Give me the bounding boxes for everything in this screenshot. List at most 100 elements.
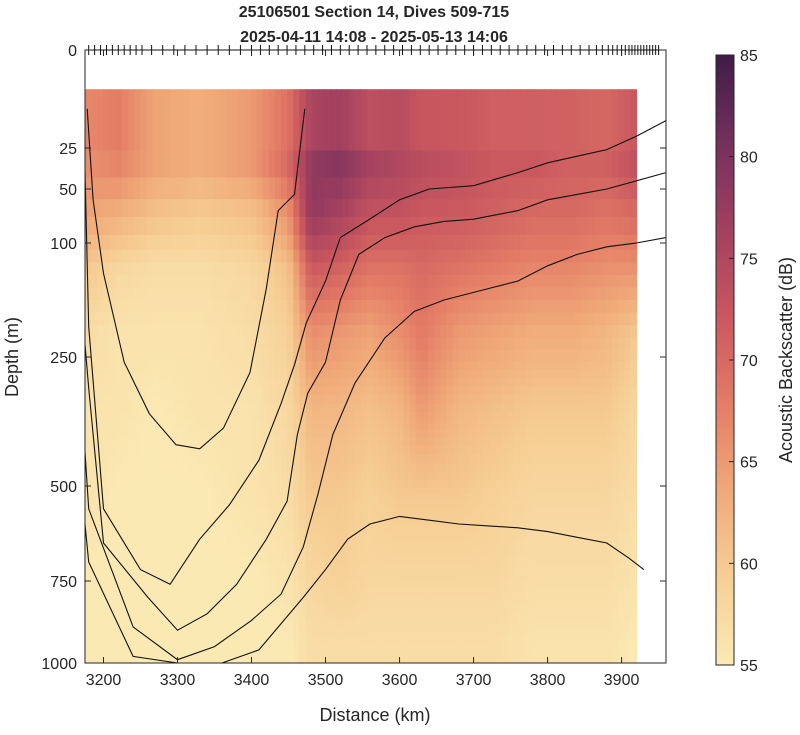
heatmap-cell [176,598,184,605]
heatmap-cell [477,512,484,520]
heatmap-cell [268,325,276,339]
heatmap-cell [281,480,288,489]
heatmap-cell [507,350,515,362]
heatmap-cell [513,471,521,481]
heatmap-cell [207,437,215,447]
heatmap-cell [599,454,607,464]
heatmap-cell [348,525,356,533]
heatmap-cell [146,411,153,422]
heatmap-cell [146,446,153,456]
heatmap-cell [379,411,386,422]
heatmap-cell [268,177,276,200]
heatmap-cell [170,494,178,502]
heatmap-cell [348,603,356,610]
heatmap-cell [544,519,552,527]
heatmap-cell [342,480,350,489]
heatmap-cell [581,608,588,615]
heatmap-cell [458,428,466,439]
heatmap-cell [385,471,392,481]
heatmap-cell [250,630,258,637]
heatmap-cell [281,635,288,642]
heatmap-cell [305,199,313,218]
heatmap-cell [397,608,405,615]
heatmap-cell [207,300,215,314]
heatmap-cell [458,603,466,610]
heatmap-cell [464,234,472,251]
heatmap-cell [501,454,509,464]
heatmap-cell [268,556,276,564]
heatmap-cell [569,234,576,251]
heatmap-cell [268,217,276,236]
heatmap-cell [336,89,343,152]
heatmap-cell [330,377,337,388]
heatmap-cell [587,587,595,594]
heatmap-cell [127,581,135,588]
heatmap-cell [287,428,294,439]
heatmap-cell [575,569,582,577]
heatmap-cell [464,598,472,605]
heatmap-cell [550,454,558,464]
heatmap-cell [299,369,307,379]
heatmap-cell [544,480,552,489]
heatmap-cell [195,463,203,473]
heatmap-cell [403,625,411,632]
heatmap-cell [299,217,307,236]
heatmap-cell [458,350,466,362]
heatmap-cell [287,300,294,314]
heatmap-cell [262,325,270,339]
heatmap-cell [281,487,288,495]
heatmap-cell [605,312,613,326]
plot-area [84,45,667,664]
heatmap-cell [311,603,319,610]
heatmap-cell [403,428,411,439]
heatmap-cell [281,592,288,599]
heatmap-cell [225,325,233,339]
heatmap-cell [611,563,619,571]
heatmap-cell [164,512,172,520]
heatmap-cell [446,300,454,314]
heatmap-cell [354,177,362,200]
heatmap-cell [238,89,245,152]
heatmap-cell [330,199,337,218]
heatmap-cell [489,249,497,263]
heatmap-cell [115,598,123,605]
heatmap-cell [575,217,582,236]
heatmap-cell [556,550,564,558]
heatmap-cell [379,369,386,379]
heatmap-cell [317,603,325,610]
heatmap-cell [146,471,153,481]
heatmap-cell [556,487,564,495]
heatmap-cell [446,512,454,520]
heatmap-cell [458,575,466,583]
heatmap-cell [618,428,625,439]
heatmap-cell [440,300,448,314]
heatmap-cell [91,411,98,422]
heatmap-cell [428,575,435,583]
heatmap-cell [250,360,258,370]
heatmap-cell [513,394,521,405]
heatmap-cell [385,428,392,439]
heatmap-cell [213,525,221,533]
heatmap-cell [91,312,98,326]
heatmap-cell [428,512,435,520]
heatmap-cell [103,471,111,481]
heatmap-cell [575,494,582,502]
heatmap-cell [342,544,350,552]
heatmap-cell [134,614,141,621]
heatmap-cell [544,150,552,179]
heatmap-cell [348,234,356,251]
heatmap-cell [507,598,515,605]
heatmap-cell [599,217,607,236]
heatmap-cell [624,274,631,289]
heatmap-cell [354,625,362,632]
heatmap-cell [477,446,484,456]
heatmap-cell [207,494,215,502]
heatmap-cell [134,337,141,351]
heatmap-cell [360,403,368,413]
heatmap-cell [140,614,147,621]
heatmap-cell [91,217,98,236]
heatmap-cell [519,403,527,413]
heatmap-cell [103,506,111,514]
heatmap-cell [403,471,411,481]
heatmap-cell [103,300,111,314]
